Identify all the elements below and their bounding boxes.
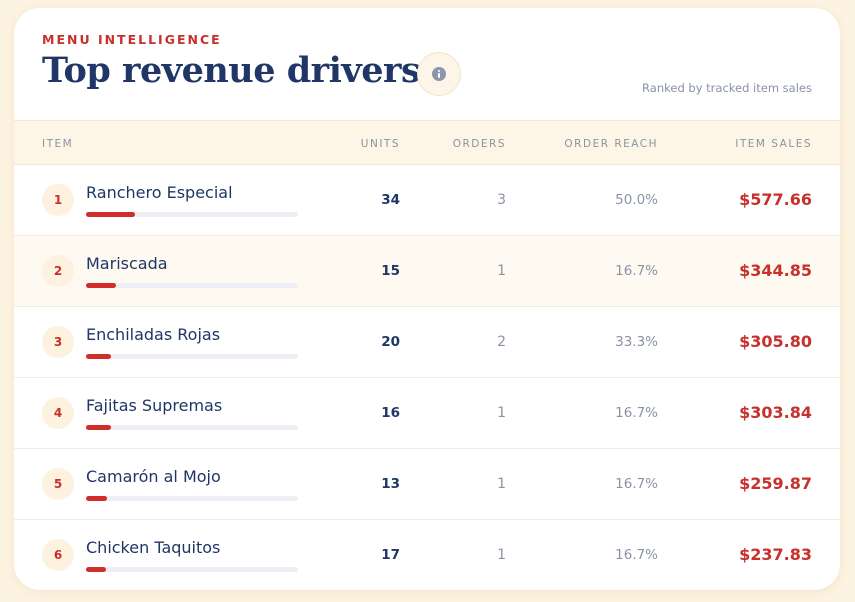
table-row[interactable]: 1 Ranchero Especial 34 3 50.0% $577.66 — [14, 165, 840, 236]
table-row[interactable]: 5 Camarón al Mojo 13 1 16.7% $259.87 — [14, 449, 840, 520]
sales-share-fill — [86, 283, 116, 288]
sales-share-bar — [86, 567, 298, 572]
page-title: Top revenue drivers — [42, 50, 421, 91]
item-sales-value: $344.85 — [739, 261, 812, 280]
item-sales-value: $237.83 — [739, 545, 812, 564]
units-value: 16 — [381, 405, 400, 421]
units-value: 15 — [381, 263, 400, 279]
sales-share-bar — [86, 212, 298, 217]
info-icon — [432, 67, 446, 81]
order-reach-value: 16.7% — [615, 263, 658, 279]
item-name: Enchiladas Rojas — [86, 325, 221, 344]
table-row[interactable]: 6 Chicken Taquitos 17 1 16.7% $237.83 — [14, 520, 840, 590]
orders-value: 2 — [497, 334, 506, 350]
rank-badge: 6 — [42, 539, 74, 571]
item-sales-value: $577.66 — [739, 190, 812, 209]
column-header-units[interactable]: UNITS — [360, 138, 400, 150]
sales-share-bar — [86, 283, 298, 288]
order-reach-value: 16.7% — [615, 547, 658, 563]
rank-badge: 3 — [42, 326, 74, 358]
sales-share-fill — [86, 212, 135, 217]
order-reach-value: 33.3% — [615, 334, 658, 350]
ranking-note: Ranked by tracked item sales — [642, 81, 812, 95]
item-name: Ranchero Especial — [86, 183, 233, 202]
item-sales-value: $305.80 — [739, 332, 812, 351]
orders-value: 1 — [497, 476, 506, 492]
revenue-card: MENU INTELLIGENCE Top revenue drivers Ra… — [14, 8, 840, 590]
sales-share-bar — [86, 354, 298, 359]
column-header-item[interactable]: ITEM — [42, 138, 74, 150]
order-reach-value: 16.7% — [615, 405, 658, 421]
rank-badge: 1 — [42, 184, 74, 216]
item-sales-value: $303.84 — [739, 403, 812, 422]
item-name: Camarón al Mojo — [86, 467, 221, 486]
orders-value: 3 — [497, 192, 506, 208]
rank-badge: 4 — [42, 397, 74, 429]
sales-share-fill — [86, 354, 111, 359]
item-name: Chicken Taquitos — [86, 538, 221, 557]
orders-value: 1 — [497, 547, 506, 563]
info-button[interactable] — [417, 52, 461, 96]
units-value: 17 — [381, 547, 400, 563]
rank-badge: 5 — [42, 468, 74, 500]
sales-share-bar — [86, 496, 298, 501]
sales-share-fill — [86, 496, 107, 501]
table-header: ITEM UNITS ORDERS ORDER REACH ITEM SALES — [14, 120, 840, 165]
column-header-item-sales[interactable]: ITEM SALES — [735, 138, 812, 150]
order-reach-value: 50.0% — [615, 192, 658, 208]
item-sales-value: $259.87 — [739, 474, 812, 493]
eyebrow-label: MENU INTELLIGENCE — [42, 32, 222, 47]
column-header-orders[interactable]: ORDERS — [452, 138, 506, 150]
orders-value: 1 — [497, 405, 506, 421]
rank-badge: 2 — [42, 255, 74, 287]
order-reach-value: 16.7% — [615, 476, 658, 492]
sales-share-bar — [86, 425, 298, 430]
column-header-order-reach[interactable]: ORDER REACH — [564, 138, 658, 150]
item-name: Mariscada — [86, 254, 168, 273]
table-row[interactable]: 4 Fajitas Supremas 16 1 16.7% $303.84 — [14, 378, 840, 449]
sales-share-fill — [86, 567, 106, 572]
orders-value: 1 — [497, 263, 506, 279]
table-row[interactable]: 2 Mariscada 15 1 16.7% $344.85 — [14, 236, 840, 307]
sales-share-fill — [86, 425, 111, 430]
item-name: Fajitas Supremas — [86, 396, 223, 415]
table-row[interactable]: 3 Enchiladas Rojas 20 2 33.3% $305.80 — [14, 307, 840, 378]
units-value: 13 — [381, 476, 400, 492]
units-value: 20 — [381, 334, 400, 350]
units-value: 34 — [381, 192, 400, 208]
